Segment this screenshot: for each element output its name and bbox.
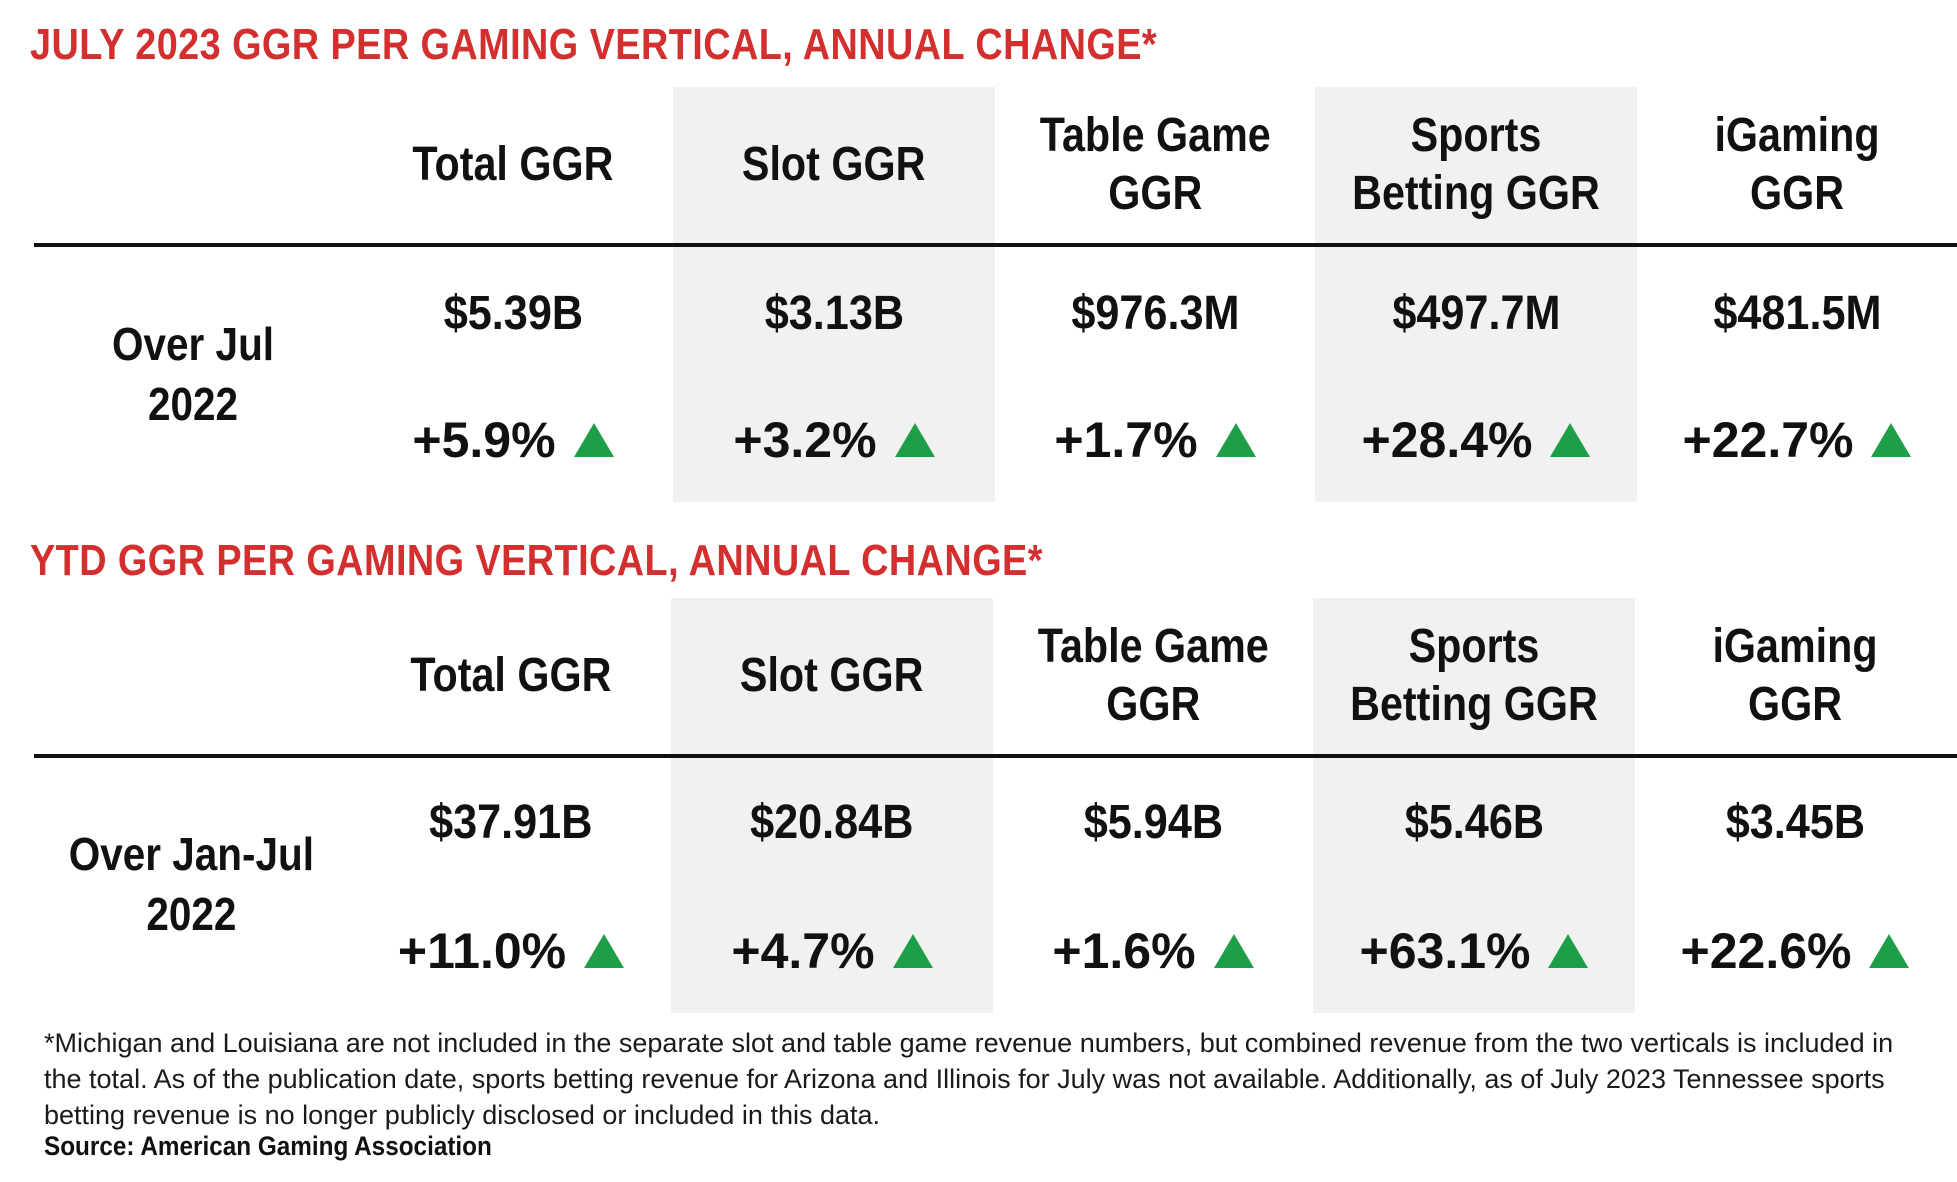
- change-table-game-ggr: +1.7%: [994, 405, 1316, 475]
- header-igaming-ggr: iGaming GGR: [1712, 620, 1878, 731]
- up-triangle-icon: [573, 423, 614, 457]
- change-igaming-ggr: +22.7%: [1636, 405, 1957, 475]
- change-total-ggr: +11.0%: [350, 916, 672, 986]
- shade-slot: [673, 87, 995, 502]
- up-triangle-icon: [1215, 423, 1256, 457]
- shade-slot: [671, 598, 993, 1013]
- header-rule: [34, 243, 1957, 247]
- value-table-game-ggr: $5.94B: [1083, 795, 1223, 849]
- row-label: Over Jul 2022: [111, 318, 275, 430]
- row-label: Over Jan-Jul 2022: [68, 828, 315, 940]
- up-triangle-icon: [894, 423, 935, 457]
- value-sports-betting-ggr: $5.46B: [1404, 795, 1544, 849]
- value-total-ggr: $5.39B: [443, 286, 583, 340]
- july-table-title: JULY 2023 GGR PER GAMING VERTICAL, ANNUA…: [30, 20, 1158, 69]
- up-triangle-icon: [892, 934, 933, 968]
- header-sports-betting-ggr: Sports Betting GGR: [1350, 620, 1598, 731]
- up-triangle-icon: [1869, 934, 1910, 968]
- header-table-game-ggr: Table Game GGR: [1037, 620, 1269, 731]
- value-igaming-ggr: $3.45B: [1725, 795, 1865, 849]
- up-triangle-icon: [1213, 934, 1254, 968]
- header-rule: [34, 754, 1957, 758]
- up-triangle-icon: [1871, 423, 1912, 457]
- value-table-game-ggr: $976.3M: [1070, 286, 1240, 340]
- header-sports-betting-ggr: Sports Betting GGR: [1352, 109, 1600, 220]
- up-triangle-icon: [584, 934, 625, 968]
- value-igaming-ggr: $481.5M: [1712, 286, 1882, 340]
- header-table-game-ggr: Table Game GGR: [1039, 109, 1271, 220]
- value-sports-betting-ggr: $497.7M: [1391, 286, 1561, 340]
- source-credit: Source: American Gaming Association: [44, 1131, 492, 1161]
- change-slot-ggr: +4.7%: [671, 916, 993, 986]
- change-igaming-ggr: +22.6%: [1634, 916, 1956, 986]
- value-slot-ggr: $20.84B: [750, 795, 914, 849]
- header-total-ggr: Total GGR: [412, 138, 614, 192]
- change-table-game-ggr: +1.6%: [992, 916, 1314, 986]
- change-sports-betting-ggr: +63.1%: [1313, 916, 1635, 986]
- ytd-table-title: YTD GGR PER GAMING VERTICAL, ANNUAL CHAN…: [30, 536, 1043, 585]
- change-sports-betting-ggr: +28.4%: [1315, 405, 1637, 475]
- header-slot-ggr: Slot GGR: [742, 138, 926, 192]
- value-slot-ggr: $3.13B: [764, 286, 904, 340]
- up-triangle-icon: [1550, 423, 1591, 457]
- header-slot-ggr: Slot GGR: [740, 649, 924, 703]
- header-total-ggr: Total GGR: [410, 649, 612, 703]
- value-total-ggr: $37.91B: [429, 795, 593, 849]
- up-triangle-icon: [1548, 934, 1589, 968]
- header-igaming-ggr: iGaming GGR: [1714, 109, 1880, 220]
- change-total-ggr: +5.9%: [352, 405, 674, 475]
- footnote: *Michigan and Louisiana are not included…: [44, 1028, 1894, 1130]
- july-table: JULY 2023 GGR PER GAMING VERTICAL, ANNUA…: [0, 0, 1957, 510]
- change-slot-ggr: +3.2%: [673, 405, 995, 475]
- ytd-table: YTD GGR PER GAMING VERTICAL, ANNUAL CHAN…: [0, 520, 1957, 1020]
